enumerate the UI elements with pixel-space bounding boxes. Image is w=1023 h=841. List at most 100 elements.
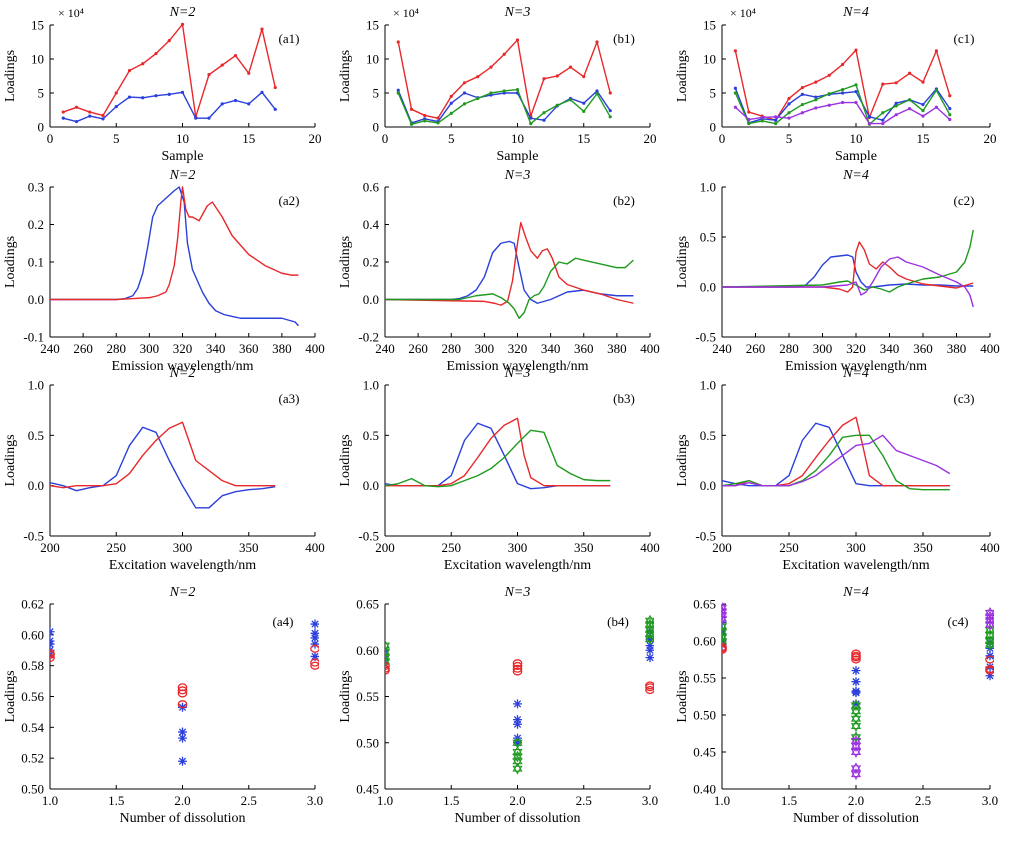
data-point [423, 119, 427, 123]
series-line-red [722, 416, 950, 487]
y-axis-label: Loadings [675, 50, 690, 102]
x-tick-label: 300 [508, 540, 528, 555]
x-tick-label: 10 [850, 131, 863, 146]
scatter-point-circle [50, 653, 55, 663]
data-point [220, 102, 224, 106]
y-tick-label: 15 [366, 18, 379, 33]
data-point [396, 88, 400, 92]
data-point [854, 48, 858, 52]
data-point [894, 113, 898, 117]
y-tick-label: 0.50 [21, 782, 44, 797]
x-axis-label: Excitation wavelength/nm [782, 558, 929, 573]
y-tick-label: -0.2 [358, 330, 379, 345]
data-point [841, 88, 845, 92]
y-tick-label: 0.6 [363, 180, 380, 195]
x-tick-label: 20 [984, 131, 997, 146]
scatter-point-star [985, 671, 994, 681]
chart-panel-b2: 240 260 280 300 320 340 360 380 400 -0.2 0.0 0.2 0.4… [338, 168, 660, 374]
y-tick-label: 0.65 [356, 597, 379, 612]
data-point [733, 49, 738, 53]
data-point [787, 116, 791, 120]
x-tick-label: 340 [206, 341, 226, 356]
data-point [127, 95, 132, 99]
data-point [233, 54, 238, 58]
data-point [233, 98, 238, 103]
data-point [436, 121, 440, 125]
scatter-point-circle [851, 653, 861, 662]
data-point [476, 96, 480, 101]
y-tick-label: 0.55 [356, 689, 379, 704]
scatter-point-circle [512, 661, 523, 671]
x-tick-label: 0 [382, 131, 389, 146]
data-point [61, 110, 65, 114]
data-point [608, 109, 612, 113]
data-point [908, 98, 912, 102]
chart-title: N=3 [504, 366, 531, 381]
data-point [247, 102, 251, 106]
y-tick-label: 10 [31, 52, 44, 67]
data-point [542, 111, 546, 115]
scatter-point-star [513, 715, 522, 725]
series-line-red [50, 186, 299, 301]
y-tick-label: 5 [710, 86, 717, 101]
data-point [774, 122, 778, 126]
x-tick-label: 350 [913, 540, 933, 555]
data-point [568, 65, 573, 69]
data-point [449, 111, 453, 115]
x-tick-label: 15 [577, 131, 590, 146]
scatter-point-star [985, 643, 994, 653]
y-tick-label: 0.3 [28, 180, 44, 195]
data-point [555, 74, 559, 78]
scatter-point-hexagram [850, 699, 862, 712]
data-point [273, 85, 277, 90]
series-group [733, 48, 952, 126]
data-point [867, 115, 872, 119]
x-tick-label: 260 [746, 341, 766, 356]
x-tick-label: 200 [375, 540, 395, 555]
x-tick-label: 10 [176, 131, 189, 146]
chart-title: N=4 [842, 585, 869, 600]
panel-label: (b2) [613, 193, 635, 208]
data-point [449, 94, 453, 98]
scatter-point-circle [310, 658, 319, 667]
x-tick-label: 360 [239, 341, 259, 356]
x-tick-label: 280 [779, 341, 799, 356]
data-point [462, 91, 467, 95]
y-tick-label: 0.5 [363, 428, 379, 443]
x-tick-label: 2.5 [241, 793, 257, 808]
x-tick-label: 3.0 [982, 793, 998, 808]
data-point [841, 100, 845, 105]
x-tick-label: 400 [980, 341, 1000, 356]
chart-panel-c4: 1.0 1.5 2.0 2.5 3.0 0.40 0.45 0.50 0.55 0.60 0.65 N… [675, 585, 998, 826]
x-axis-label: Number of dissolution [793, 811, 919, 826]
y-tick-label: 0.50 [356, 735, 379, 750]
chart-panel-b1: 0 5 10 15 20 0 5 10 15 Sample Loadings N=3 × 10⁴ (b1) [338, 5, 657, 164]
x-axis-label: Sample [162, 149, 204, 164]
x-tick-label: 350 [239, 540, 259, 555]
x-tick-label: 0 [719, 131, 726, 146]
data-point [101, 113, 105, 118]
scatter-point-star [310, 639, 319, 649]
data-point [934, 49, 939, 53]
series-group [50, 619, 319, 766]
x-tick-label: 15 [242, 131, 255, 146]
x-tick-label: 340 [880, 341, 900, 356]
y-tick-label: 0.50 [693, 708, 716, 723]
data-point [747, 110, 751, 114]
x-axis-label: Sample [497, 149, 539, 164]
data-point [787, 102, 791, 106]
data-point [921, 114, 925, 118]
y-axis-label: Loadings [338, 670, 353, 722]
x-tick-label: 400 [980, 540, 1000, 555]
series-group [385, 417, 611, 490]
data-point [502, 89, 506, 93]
series-line-red [722, 241, 974, 293]
data-point [908, 107, 912, 111]
scatter-point-circle [50, 650, 55, 659]
data-point [867, 122, 872, 126]
x-tick-label: 260 [73, 341, 93, 356]
y-tick-label: 0.0 [700, 478, 716, 493]
scatter-point-circle [985, 666, 994, 675]
y-tick-label: 0.2 [28, 217, 44, 232]
x-tick-label: 240 [712, 341, 732, 356]
